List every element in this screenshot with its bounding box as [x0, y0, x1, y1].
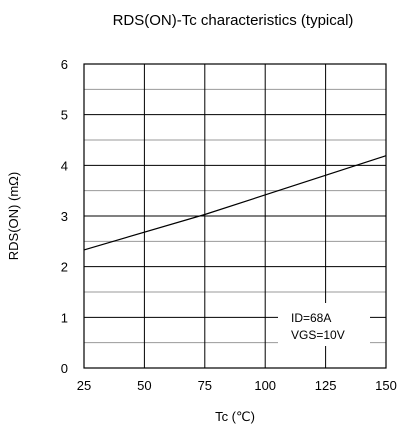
y-tick-label: 2 [61, 260, 68, 275]
annotation-line-1: ID=68A [291, 311, 331, 325]
x-tick-label: 50 [137, 378, 151, 393]
annotation-line-2: VGS=10V [291, 328, 345, 342]
y-axis-ticks: 0 1 2 3 4 5 6 [61, 57, 68, 376]
y-tick-label: 3 [61, 209, 68, 224]
y-tick-label: 1 [61, 310, 68, 325]
condition-annotation: ID=68A VGS=10V [278, 303, 370, 346]
series-layer [83, 155, 387, 251]
y-tick-label: 6 [61, 57, 68, 72]
x-axis-ticks: 25 50 75 100 125 150 [77, 378, 397, 393]
y-axis-label: RDS(ON) (mΩ) [6, 172, 21, 260]
plot-area-border [83, 63, 387, 369]
series-line [83, 155, 387, 251]
x-tick-label: 75 [198, 378, 212, 393]
x-tick-label: 100 [254, 378, 276, 393]
y-tick-label: 0 [61, 361, 68, 376]
grid-lines [84, 64, 386, 368]
chart-title: RDS(ON)-Tc characteristics (typical) [113, 12, 354, 29]
y-tick-label: 4 [61, 158, 68, 173]
x-tick-label: 25 [77, 378, 91, 393]
y-tick-label: 5 [61, 108, 68, 123]
annotation-background [278, 303, 370, 346]
x-tick-label: 125 [315, 378, 337, 393]
x-axis-label: Tc (℃) [215, 409, 255, 424]
x-tick-label: 150 [375, 378, 397, 393]
